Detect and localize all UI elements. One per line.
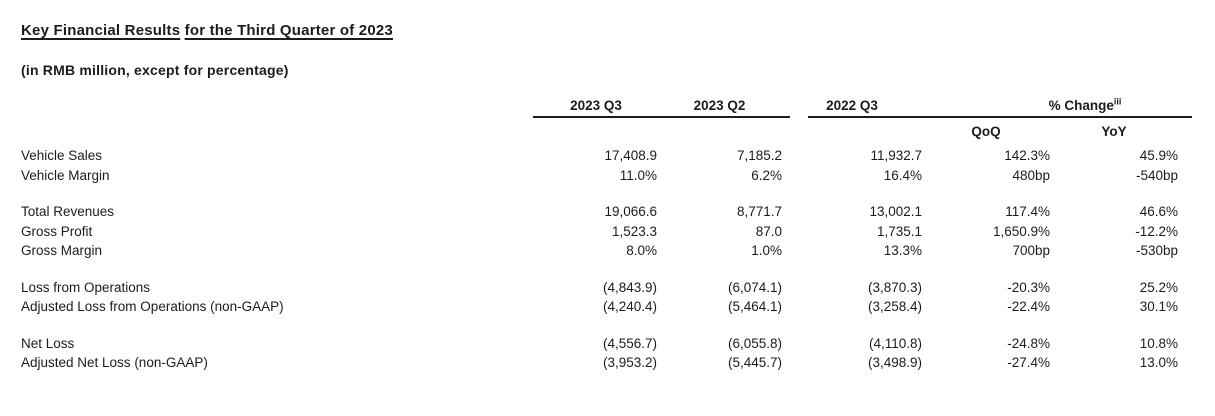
header-spacer [21, 96, 535, 118]
cell-yoy: 13.0% [1139, 355, 1178, 370]
cell-2023-q3: 19,066.6 [604, 204, 657, 219]
cell-2023-q2: (5,445.7) [727, 355, 782, 370]
cell-2023-q2: 87.0 [755, 223, 782, 239]
row-label: Loss from Operations [21, 279, 151, 295]
cell-2023-q3: 11.0% [619, 167, 657, 183]
cell-2023-q3: 8.0% [626, 243, 657, 258]
cell-2023-q2: 8,771.7 [736, 204, 782, 219]
cell-2022-q3: (3,870.3) [867, 279, 922, 295]
cell-2022-q3: (3,258.4) [867, 299, 922, 314]
row-label: Gross Margin [21, 243, 103, 258]
table-row-total-revenues: Total Revenues 19,066.6 8,771.7 13,002.1… [0, 202, 1215, 222]
cell-2023-q3: (3,953.2) [602, 355, 657, 370]
cell-2023-q3: 1,523.3 [611, 223, 657, 239]
row-label: Adjusted Loss from Operations (non-GAAP) [21, 299, 284, 314]
row-label: Adjusted Net Loss (non-GAAP) [21, 355, 208, 370]
cell-yoy: 10.8% [1139, 335, 1178, 351]
units-note: (in RMB million, except for percentage) [21, 62, 289, 78]
table-row-gross-margin: Gross Margin 8.0% 1.0% 13.3% 700bp -530b… [0, 241, 1215, 261]
table-row-adjusted-net-loss: Adjusted Net Loss (non-GAAP) (3,953.2) (… [0, 353, 1215, 373]
header-rule-current-quarters [533, 116, 790, 118]
cell-2023-q3: 17,408.9 [604, 148, 657, 163]
page-title-part1: Key Financial Results [21, 22, 181, 39]
table-row-loss-from-operations: Loss from Operations (4,843.9) (6,074.1)… [0, 278, 1215, 298]
page-title-part2: for the Third Quarter of 2023 [184, 22, 393, 39]
cell-2022-q3: 13.3% [883, 243, 922, 258]
row-label: Total Revenues [21, 204, 115, 219]
cell-2022-q3: (4,110.8) [868, 335, 922, 351]
cell-yoy: 25.2% [1139, 279, 1178, 295]
table-row-gross-profit: Gross Profit 1,523.3 87.0 1,735.1 1,650.… [0, 222, 1215, 242]
table-row-net-loss: Net Loss (4,556.7) (6,055.8) (4,110.8) -… [0, 334, 1215, 354]
cell-2023-q2: 6.2% [751, 167, 782, 183]
cell-qoq: 117.4% [1005, 204, 1050, 219]
column-header-2023-q3: 2023 Q3 [570, 98, 622, 113]
table-row-vehicle-margin: Vehicle Margin 11.0% 6.2% 16.4% 480bp -5… [0, 166, 1215, 186]
cell-2022-q3: 13,002.1 [869, 204, 922, 219]
cell-2023-q3: (4,843.9) [602, 279, 657, 295]
cell-2023-q2: (6,074.1) [727, 279, 782, 295]
table-body: Vehicle Sales 17,408.9 7,185.2 11,932.7 … [0, 146, 1215, 373]
cell-2022-q3: 1,735.1 [876, 223, 922, 239]
cell-qoq: -27.4% [1007, 355, 1050, 370]
table-subheader-row: QoQ YoY [0, 118, 1215, 144]
cell-qoq: 480bp [1012, 167, 1050, 183]
row-label: Gross Profit [21, 223, 93, 239]
cell-2023-q2: (5,464.1) [727, 299, 782, 314]
row-group-operating-loss: Loss from Operations (4,843.9) (6,074.1)… [0, 278, 1215, 317]
row-label: Net Loss [21, 335, 75, 351]
cell-yoy: -530bp [1135, 243, 1178, 258]
row-group-vehicle: Vehicle Sales 17,408.9 7,185.2 11,932.7 … [0, 146, 1215, 185]
cell-yoy: 30.1% [1139, 299, 1178, 314]
cell-2023-q3: (4,556.7) [602, 335, 657, 351]
cell-qoq: 1,650.9% [992, 223, 1050, 239]
cell-yoy: -540bp [1135, 167, 1178, 183]
header-rule-comparison [808, 116, 1192, 118]
table-row-vehicle-sales: Vehicle Sales 17,408.9 7,185.2 11,932.7 … [0, 146, 1215, 166]
table-row-adjusted-loss-from-operations: Adjusted Loss from Operations (non-GAAP)… [0, 297, 1215, 317]
row-group-revenues: Total Revenues 19,066.6 8,771.7 13,002.1… [0, 202, 1215, 261]
column-header-pct-change: % Changeiii [922, 96, 1178, 118]
cell-qoq: 700bp [1012, 243, 1050, 258]
cell-2023-q2: 1.0% [751, 243, 782, 258]
table-header-row: 2023 Q3 2023 Q2 2022 Q3 % Changeiii [0, 95, 1215, 118]
cell-2023-q2: 7,185.2 [736, 148, 782, 163]
financial-results-table: 2023 Q3 2023 Q2 2022 Q3 % Changeiii QoQ … [0, 95, 1215, 373]
cell-2023-q3: (4,240.4) [602, 299, 657, 314]
row-label: Vehicle Margin [21, 167, 110, 183]
row-group-net-loss: Net Loss (4,556.7) (6,055.8) (4,110.8) -… [0, 334, 1215, 373]
cell-yoy: 46.6% [1139, 204, 1178, 219]
column-header-2023-q2: 2023 Q2 [693, 98, 746, 113]
row-label: Vehicle Sales [21, 148, 103, 163]
cell-yoy: 45.9% [1139, 148, 1178, 163]
cell-yoy: -12.2% [1135, 223, 1178, 239]
cell-2022-q3: 11,932.7 [870, 148, 922, 163]
page-title: Key Financial Results for the Third Quar… [21, 22, 393, 39]
subheader-yoy: YoY [1101, 124, 1127, 139]
cell-2022-q3: (3,498.9) [867, 355, 922, 370]
subheader-qoq: QoQ [971, 124, 1001, 139]
cell-qoq: -24.8% [1007, 335, 1050, 351]
cell-qoq: -22.4% [1007, 299, 1050, 314]
cell-qoq: -20.3% [1007, 279, 1050, 295]
cell-2022-q3: 16.4% [883, 167, 922, 183]
subheader-spacer [21, 122, 535, 144]
cell-2023-q2: (6,055.8) [727, 335, 782, 351]
pct-change-footnote-marker: iii [1113, 96, 1122, 107]
column-header-2022-q3: 2022 Q3 [826, 98, 878, 113]
cell-qoq: 142.3% [1004, 148, 1050, 163]
pct-change-label: % Change [1048, 98, 1114, 113]
